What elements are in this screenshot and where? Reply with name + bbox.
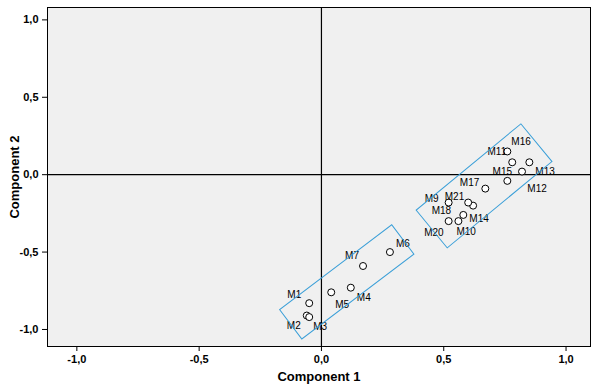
svg-text:M6: M6	[395, 238, 410, 250]
svg-text:M14: M14	[469, 213, 489, 224]
svg-text:M20: M20	[424, 227, 444, 238]
svg-text:M5: M5	[335, 298, 350, 310]
svg-text:1,0: 1,0	[558, 353, 573, 365]
svg-text:1,0: 1,0	[23, 13, 38, 25]
svg-text:M15: M15	[493, 166, 513, 177]
svg-text:-0,5: -0,5	[20, 246, 39, 258]
svg-text:0,0: 0,0	[314, 353, 329, 365]
svg-text:M11: M11	[488, 146, 507, 157]
svg-text:M7: M7	[345, 250, 359, 261]
svg-text:-1,0: -1,0	[20, 323, 39, 335]
svg-text:0,5: 0,5	[23, 91, 38, 103]
svg-text:M3: M3	[313, 321, 327, 332]
svg-text:Component 2: Component 2	[7, 135, 22, 218]
svg-text:-0,5: -0,5	[190, 353, 209, 365]
svg-text:-1,0: -1,0	[67, 353, 86, 365]
svg-text:M21: M21	[445, 191, 465, 202]
svg-text:M18: M18	[432, 205, 452, 216]
svg-text:M2: M2	[286, 319, 301, 331]
svg-text:M4: M4	[357, 292, 371, 303]
svg-text:M13: M13	[535, 166, 555, 177]
svg-text:M10: M10	[456, 226, 476, 238]
svg-text:M12: M12	[527, 183, 547, 194]
svg-text:0,5: 0,5	[436, 353, 451, 365]
svg-text:M17: M17	[460, 177, 480, 188]
svg-text:M9: M9	[425, 193, 439, 204]
svg-text:M1: M1	[287, 289, 302, 301]
svg-text:M16: M16	[511, 136, 531, 147]
svg-text:Component 1: Component 1	[277, 369, 360, 384]
svg-text:0,0: 0,0	[23, 168, 38, 180]
